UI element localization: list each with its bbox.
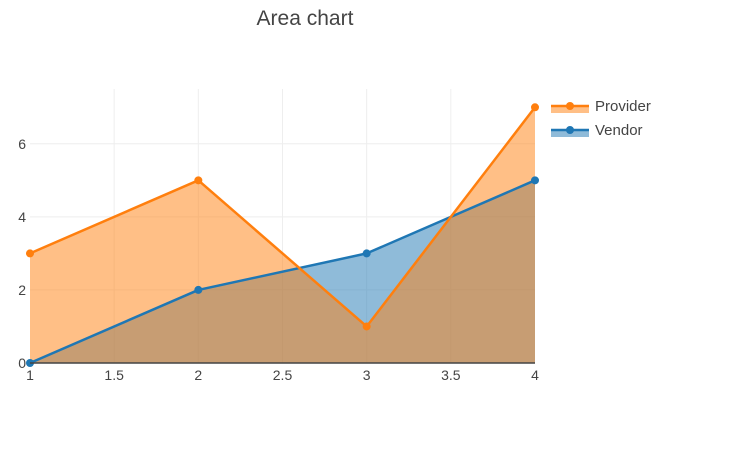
legend-label: Provider xyxy=(595,98,651,115)
x-tick-label: 3.5 xyxy=(441,367,461,383)
legend-label: Vendor xyxy=(595,122,643,139)
data-point-provider[interactable] xyxy=(26,249,34,258)
legend-marker xyxy=(566,102,574,110)
x-tick-label: 2.5 xyxy=(273,367,293,383)
x-tick-label: 1.5 xyxy=(104,367,124,383)
legend-item-vendor[interactable]: Vendor xyxy=(551,122,643,139)
legend-marker xyxy=(566,126,574,134)
x-tick-label: 1 xyxy=(26,367,34,383)
data-point-provider[interactable] xyxy=(362,322,371,331)
data-point-provider[interactable] xyxy=(194,176,203,185)
data-point-provider[interactable] xyxy=(531,103,539,112)
chart-title: Area chart xyxy=(257,7,354,30)
series-layer xyxy=(26,103,539,367)
y-tick-label: 4 xyxy=(18,209,26,225)
y-tick-labels: 0 2 4 6 xyxy=(18,136,26,371)
y-tick-label: 0 xyxy=(18,355,26,371)
x-tick-label: 3 xyxy=(363,367,371,383)
data-point-vendor[interactable] xyxy=(362,249,371,258)
y-tick-label: 2 xyxy=(18,282,26,298)
series-line-provider xyxy=(29,106,536,328)
x-tick-labels: 1 1.5 2 2.5 3 3.5 4 xyxy=(26,367,539,383)
x-tick-label: 4 xyxy=(531,367,539,383)
data-point-vendor[interactable] xyxy=(531,176,539,185)
area-fill-provider xyxy=(30,107,535,364)
legend-item-provider[interactable]: Provider xyxy=(551,98,651,115)
x-tick-label: 2 xyxy=(194,367,202,383)
legend[interactable]: Provider Vendor xyxy=(551,98,651,139)
data-point-vendor[interactable] xyxy=(194,285,203,294)
y-tick-label: 6 xyxy=(18,136,26,152)
